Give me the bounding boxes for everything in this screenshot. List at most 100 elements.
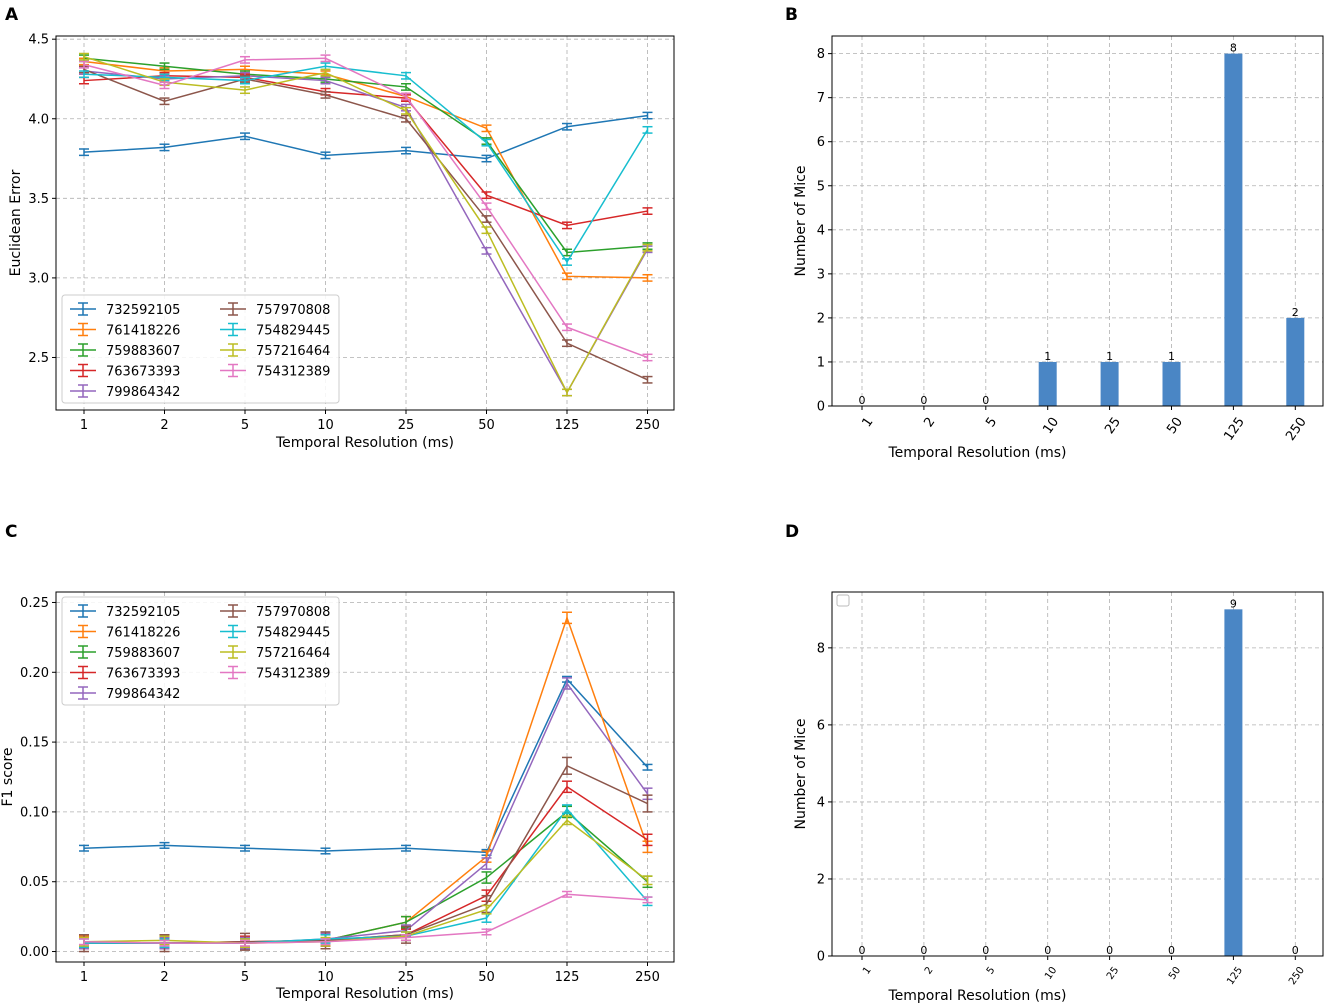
legend-item: 799864342 xyxy=(70,686,180,702)
x-tick-label: 125 xyxy=(555,418,580,433)
axes-frame xyxy=(55,35,675,411)
series-line xyxy=(83,65,649,264)
x-tick-label: 1 xyxy=(80,970,88,985)
bar-value-label: 0 xyxy=(1044,944,1051,957)
y-tick-label: 6 xyxy=(817,135,825,150)
bar-value-label: 0 xyxy=(1292,944,1299,957)
series-line xyxy=(83,75,648,227)
panel-letter: C xyxy=(5,522,17,542)
x-tick-label: 50 xyxy=(1167,965,1183,982)
legend-label: 759883607 xyxy=(106,646,180,661)
legend-box xyxy=(61,596,340,706)
series-line xyxy=(83,57,648,359)
y-tick-label: 8 xyxy=(817,641,825,656)
x-tick-label: 125 xyxy=(555,970,580,985)
legend: 732592105 761418226 759883607 763673393 7998… xyxy=(61,294,340,404)
bar-value-label: 0 xyxy=(1106,944,1113,957)
legend-label: 761418226 xyxy=(106,324,180,339)
y-tick-label: 3 xyxy=(817,267,825,282)
legend-label: 761418226 xyxy=(106,626,180,641)
series-line xyxy=(83,60,648,279)
legend-box xyxy=(61,294,340,404)
legend-item: 799864342 xyxy=(70,384,180,400)
bar-value-label: 8 xyxy=(1230,42,1237,55)
axes-frame xyxy=(831,591,1324,957)
y-tick-label: 4.5 xyxy=(28,33,49,48)
legend-label: 754312389 xyxy=(256,667,330,682)
y-tick-label: 0.15 xyxy=(20,736,49,751)
bar-25 xyxy=(1100,361,1119,406)
series-754829445 xyxy=(79,804,653,949)
x-tick-label: 10 xyxy=(317,970,334,985)
legend-label: 732592105 xyxy=(106,605,180,620)
legend-label: 757970808 xyxy=(256,303,330,318)
bar-value-label: 0 xyxy=(982,394,989,407)
x-tick-label: 2 xyxy=(921,415,938,430)
y-tick-label: 3.5 xyxy=(28,192,49,207)
legend-label: 754829445 xyxy=(256,626,330,641)
x-tick-label: 10 xyxy=(317,418,334,433)
legend-item: 732592105 xyxy=(70,604,180,620)
y-tick-label: 2 xyxy=(817,311,825,326)
legend-label: 754312389 xyxy=(256,365,330,380)
bar-value-label: 2 xyxy=(1292,306,1299,319)
legend-item: 759883607 xyxy=(70,343,180,359)
series-line xyxy=(84,785,648,944)
legend-label: 754829445 xyxy=(256,324,330,339)
y-tick-label: 0.20 xyxy=(20,666,49,681)
x-tick-label: 125 xyxy=(1221,415,1248,444)
y-axis-label: F1 score xyxy=(0,747,16,806)
legend: 732592105 761418226 759883607 763673393 7998… xyxy=(61,596,340,706)
x-tick-label: 5 xyxy=(241,418,249,433)
x-tick-label: 50 xyxy=(478,970,495,985)
y-tick-label: 2.5 xyxy=(28,351,49,366)
legend-item: 757970808 xyxy=(220,604,330,620)
panel-letter: B xyxy=(785,5,798,25)
y-axis-label: Euclidean Error xyxy=(8,169,24,276)
x-tick-label: 250 xyxy=(635,418,660,433)
bar-value-label: 0 xyxy=(859,394,866,407)
legend-label: 763673393 xyxy=(106,667,180,682)
panel-letter: D xyxy=(785,522,799,542)
x-tick-label: 5 xyxy=(983,415,1000,430)
y-tick-label: 6 xyxy=(817,718,825,733)
legend-item: 757970808 xyxy=(220,302,330,318)
x-tick-label: 125 xyxy=(1225,965,1245,987)
legend-item: 754312389 xyxy=(220,665,330,682)
x-tick-label: 2 xyxy=(160,418,168,433)
legend-item: 763673393 xyxy=(70,363,180,380)
x-tick-label: 2 xyxy=(160,970,168,985)
empty-legend-box xyxy=(836,594,850,607)
bar-value-label: 1 xyxy=(1106,350,1113,363)
legend-label: 757970808 xyxy=(256,605,330,620)
panel-a: A1 2 5 10 25 50 125 2502.53.03.54.04.5Temporal … xyxy=(5,5,675,451)
bar-value-label: 1 xyxy=(1044,350,1051,363)
legend-item: 754829445 xyxy=(220,322,330,339)
x-tick-label: 10 xyxy=(1043,965,1059,982)
series-line xyxy=(83,57,648,254)
legend-item: 754312389 xyxy=(220,363,330,380)
x-tick-label: 50 xyxy=(478,418,495,433)
legend-item: 754829445 xyxy=(220,624,330,641)
legend-label: 763673393 xyxy=(106,365,180,380)
legend-item: 763673393 xyxy=(70,665,180,682)
bar-value-label: 9 xyxy=(1230,597,1237,610)
bar-value-label: 0 xyxy=(859,944,866,957)
y-axis-label: Number of Mice xyxy=(793,719,809,830)
bar-value-label: 0 xyxy=(982,944,989,957)
x-tick-label: 10 xyxy=(1040,415,1062,437)
x-tick-label: 25 xyxy=(1102,415,1124,437)
y-tick-label: 4.0 xyxy=(28,112,49,127)
y-tick-label: 5 xyxy=(817,179,825,194)
legend-label: 757216464 xyxy=(256,646,330,661)
series-line xyxy=(84,810,648,944)
series-line xyxy=(83,893,648,944)
y-axis-label: Number of Mice xyxy=(793,166,809,277)
legend-label: 759883607 xyxy=(106,344,180,359)
series-line xyxy=(83,677,649,854)
series-line xyxy=(83,55,649,395)
legend-label: 757216464 xyxy=(256,344,330,359)
legend-label: 799864342 xyxy=(106,687,180,702)
